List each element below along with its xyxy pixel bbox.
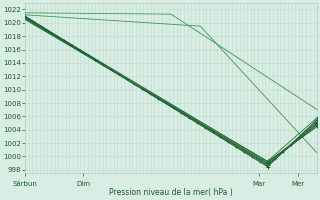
X-axis label: Pression niveau de la mer( hPa ): Pression niveau de la mer( hPa ) xyxy=(109,188,233,197)
